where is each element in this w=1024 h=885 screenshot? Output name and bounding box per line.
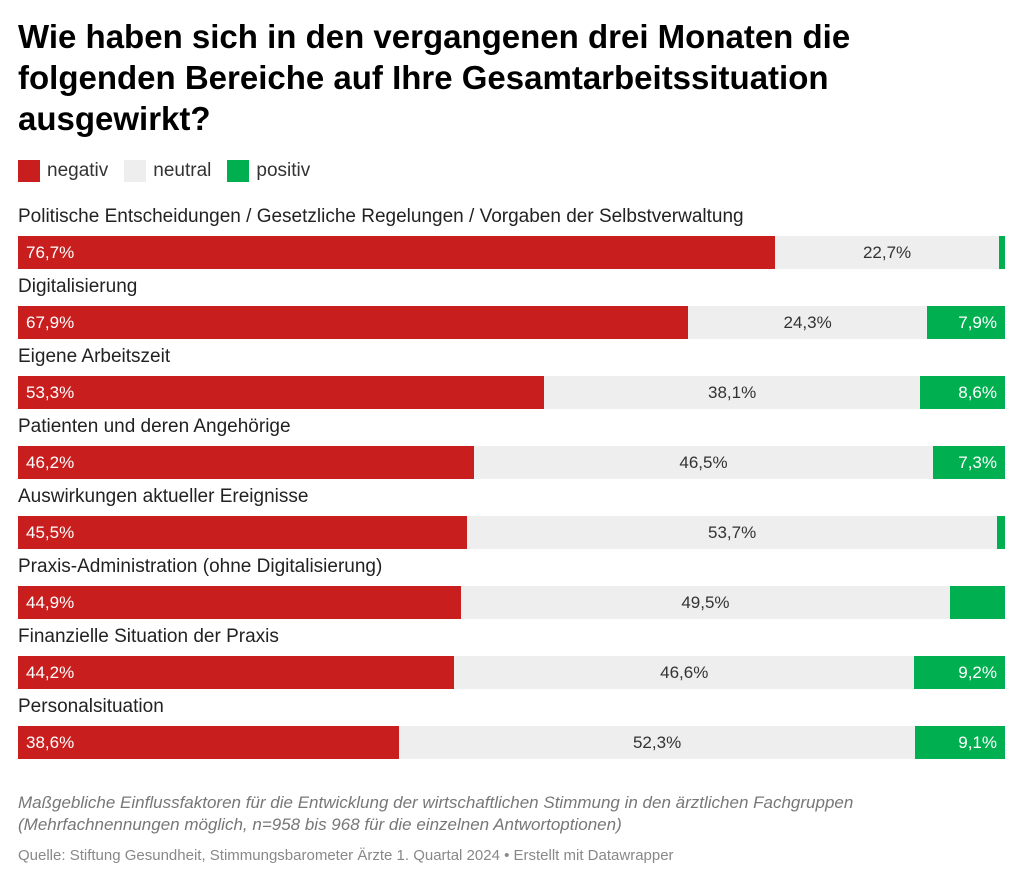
value-label-neutral: 49,5% bbox=[681, 593, 730, 612]
bar-segment-negativ bbox=[18, 516, 468, 549]
bar-segment-positiv bbox=[997, 516, 1005, 549]
bar-segment-positiv bbox=[932, 446, 1005, 479]
bar-segment-negativ bbox=[18, 306, 689, 339]
chart-title: Wie haben sich in den vergangenen drei M… bbox=[18, 18, 851, 137]
chart-footnote: Maßgebliche Einflussfaktoren für die Ent… bbox=[18, 793, 854, 834]
legend-item-negativ: negativ bbox=[18, 160, 108, 182]
category-label: Personalsituation bbox=[18, 696, 164, 717]
value-label-positiv: 8,6% bbox=[958, 383, 997, 402]
stacked-bar: 45,5% 53,7% bbox=[18, 516, 1005, 549]
bar-segment-negativ bbox=[18, 586, 462, 619]
value-label-negativ: 44,9% bbox=[26, 593, 75, 612]
value-label-positiv: 9,2% bbox=[958, 663, 997, 682]
bar-segment-positiv bbox=[920, 376, 1005, 409]
value-label-negativ: 53,3% bbox=[26, 383, 75, 402]
value-label-negativ: 46,2% bbox=[26, 453, 75, 472]
stacked-bar: 38,6% 52,3% 9,1% bbox=[18, 726, 1005, 759]
value-label-positiv: 9,1% bbox=[958, 733, 997, 752]
value-label-positiv: 7,9% bbox=[958, 313, 997, 332]
value-label-neutral: 52,3% bbox=[632, 733, 682, 752]
bar-segment-positiv bbox=[914, 656, 1005, 689]
stacked-bar: 67,9% 24,3% 7,9% bbox=[18, 306, 1005, 339]
bar-segment-negativ bbox=[18, 726, 399, 759]
bar-segment-negativ bbox=[18, 236, 776, 269]
stacked-bar: 76,7% 22,7% bbox=[18, 236, 1005, 269]
bar-segment-negativ bbox=[18, 446, 474, 479]
legend-label-positiv: positiv bbox=[256, 160, 311, 181]
value-label-neutral: 53,7% bbox=[707, 523, 757, 542]
category-label: Digitalisierung bbox=[18, 276, 138, 297]
legend-item-positiv: positiv bbox=[227, 160, 310, 182]
bar-segment-positiv bbox=[927, 306, 1005, 339]
value-label-negativ: 45,5% bbox=[26, 523, 75, 542]
category-label: Praxis-Administration (ohne Digitalisier… bbox=[18, 556, 383, 577]
legend-swatch-negativ bbox=[18, 160, 40, 182]
bar-segment-positiv bbox=[999, 236, 1005, 269]
bar-segment-positiv bbox=[915, 726, 1005, 759]
stacked-bar: 46,2% 46,5% 7,3% bbox=[18, 446, 1005, 479]
stacked-bar: 53,3% 38,1% 8,6% bbox=[18, 376, 1005, 409]
category-label: Patienten und deren Angehörige bbox=[18, 416, 291, 437]
value-label-neutral: 24,3% bbox=[783, 313, 832, 332]
bar-segment-positiv bbox=[949, 586, 1005, 619]
value-label-negativ: 38,6% bbox=[26, 733, 75, 752]
legend-label-negativ: negativ bbox=[47, 160, 109, 181]
value-label-negativ: 67,9% bbox=[26, 313, 75, 332]
value-label-neutral: 22,7% bbox=[862, 243, 912, 262]
value-label-neutral: 38,1% bbox=[707, 383, 757, 402]
stacked-bar: 44,9% 49,5% bbox=[18, 586, 1005, 619]
value-label-positiv: 7,3% bbox=[958, 453, 997, 472]
legend-item-neutral: neutral bbox=[124, 160, 211, 182]
legend: negativ neutral positiv bbox=[18, 158, 326, 184]
category-label: Politische Entscheidungen / Gesetzliche … bbox=[18, 206, 744, 227]
legend-label-neutral: neutral bbox=[153, 160, 212, 181]
stacked-bar: 44,2% 46,6% 9,2% bbox=[18, 656, 1005, 689]
bar-segment-negativ bbox=[18, 376, 545, 409]
category-label: Auswirkungen aktueller Ereignisse bbox=[18, 486, 309, 507]
category-label: Finanzielle Situation der Praxis bbox=[18, 626, 279, 647]
value-label-negativ: 76,7% bbox=[26, 243, 75, 262]
legend-swatch-neutral bbox=[124, 160, 147, 182]
value-label-neutral: 46,5% bbox=[679, 453, 728, 472]
chart-source: Quelle: Stiftung Gesundheit, Stimmungsba… bbox=[18, 847, 674, 864]
legend-swatch-positiv bbox=[227, 160, 250, 182]
category-label: Eigene Arbeitszeit bbox=[18, 346, 171, 367]
bar-segment-negativ bbox=[18, 656, 455, 689]
value-label-neutral: 46,6% bbox=[660, 663, 709, 682]
value-label-negativ: 44,2% bbox=[26, 663, 75, 682]
